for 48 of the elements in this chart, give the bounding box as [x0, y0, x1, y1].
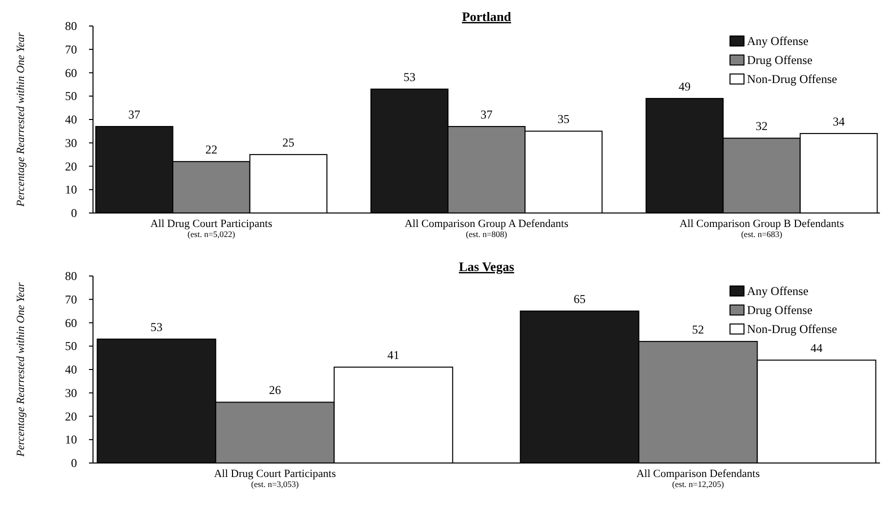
data-label: 37 [128, 108, 140, 122]
y-tick-label: 60 [65, 66, 77, 80]
y-axis-title: Percentage Rearrested within One Year [15, 282, 27, 458]
x-tick-label: All Drug Court Participants (est. n=5,022) [150, 218, 272, 239]
y-axis-title: Percentage Rearrested within One Year [15, 32, 27, 208]
data-label: 35 [558, 112, 570, 126]
data-label: 32 [756, 119, 768, 134]
data-label: 53 [403, 70, 416, 84]
y-tick-label: 30 [65, 136, 77, 150]
data-label: 22 [205, 142, 218, 157]
x-tick-label: All Comparison Group A Defendants (est. n=808) [404, 218, 568, 239]
y-tick-label: 0 [71, 456, 77, 470]
data-label: 26 [268, 383, 281, 398]
chart-title: Las Vegas [458, 259, 514, 274]
x-tick-label: All Comparison Defendants (est. n=12,205) [636, 468, 760, 489]
y-tick-label: 0 [71, 206, 77, 220]
legend-label: Non-Drug Offense [747, 322, 838, 336]
y-tick-label: 10 [65, 182, 77, 197]
y-tick-label: 50 [65, 339, 77, 354]
data-label: 37 [480, 108, 492, 122]
y-tick-label: 70 [65, 42, 77, 56]
y-tick-label: 60 [65, 316, 77, 330]
y-tick-label: 80 [65, 19, 77, 33]
data-label: 53 [150, 320, 162, 334]
legend-label: Drug Offense [747, 303, 812, 317]
y-tick-label: 30 [65, 386, 77, 400]
y-tick-label: 70 [65, 292, 77, 306]
x-tick-label: All Comparison Group B Defendants (est. n=683) [679, 218, 844, 239]
data-label: 25 [282, 136, 294, 150]
legend-label: Non-Drug Offense [747, 72, 838, 86]
data-label: 52 [692, 322, 704, 336]
y-tick-label: 10 [65, 432, 77, 447]
data-label: 34 [832, 114, 845, 129]
y-tick-label: 20 [65, 159, 77, 174]
data-label: 44 [810, 341, 823, 356]
legend-label: Any Offense [747, 284, 808, 298]
y-tick-label: 20 [65, 409, 77, 424]
y-tick-label: 50 [65, 89, 77, 104]
x-tick-label: All Drug Court Participants (est. n=3,053) [214, 468, 336, 489]
y-tick-label: 40 [65, 362, 77, 376]
data-label: 65 [574, 292, 586, 306]
legend-label: Any Offense [747, 34, 808, 48]
data-label: 41 [387, 348, 400, 362]
legend-label: Drug Offense [747, 53, 812, 67]
y-tick-label: 80 [65, 269, 77, 283]
chart-title: Portland [462, 9, 512, 24]
data-label: 49 [678, 79, 691, 94]
y-tick-label: 40 [65, 112, 77, 126]
